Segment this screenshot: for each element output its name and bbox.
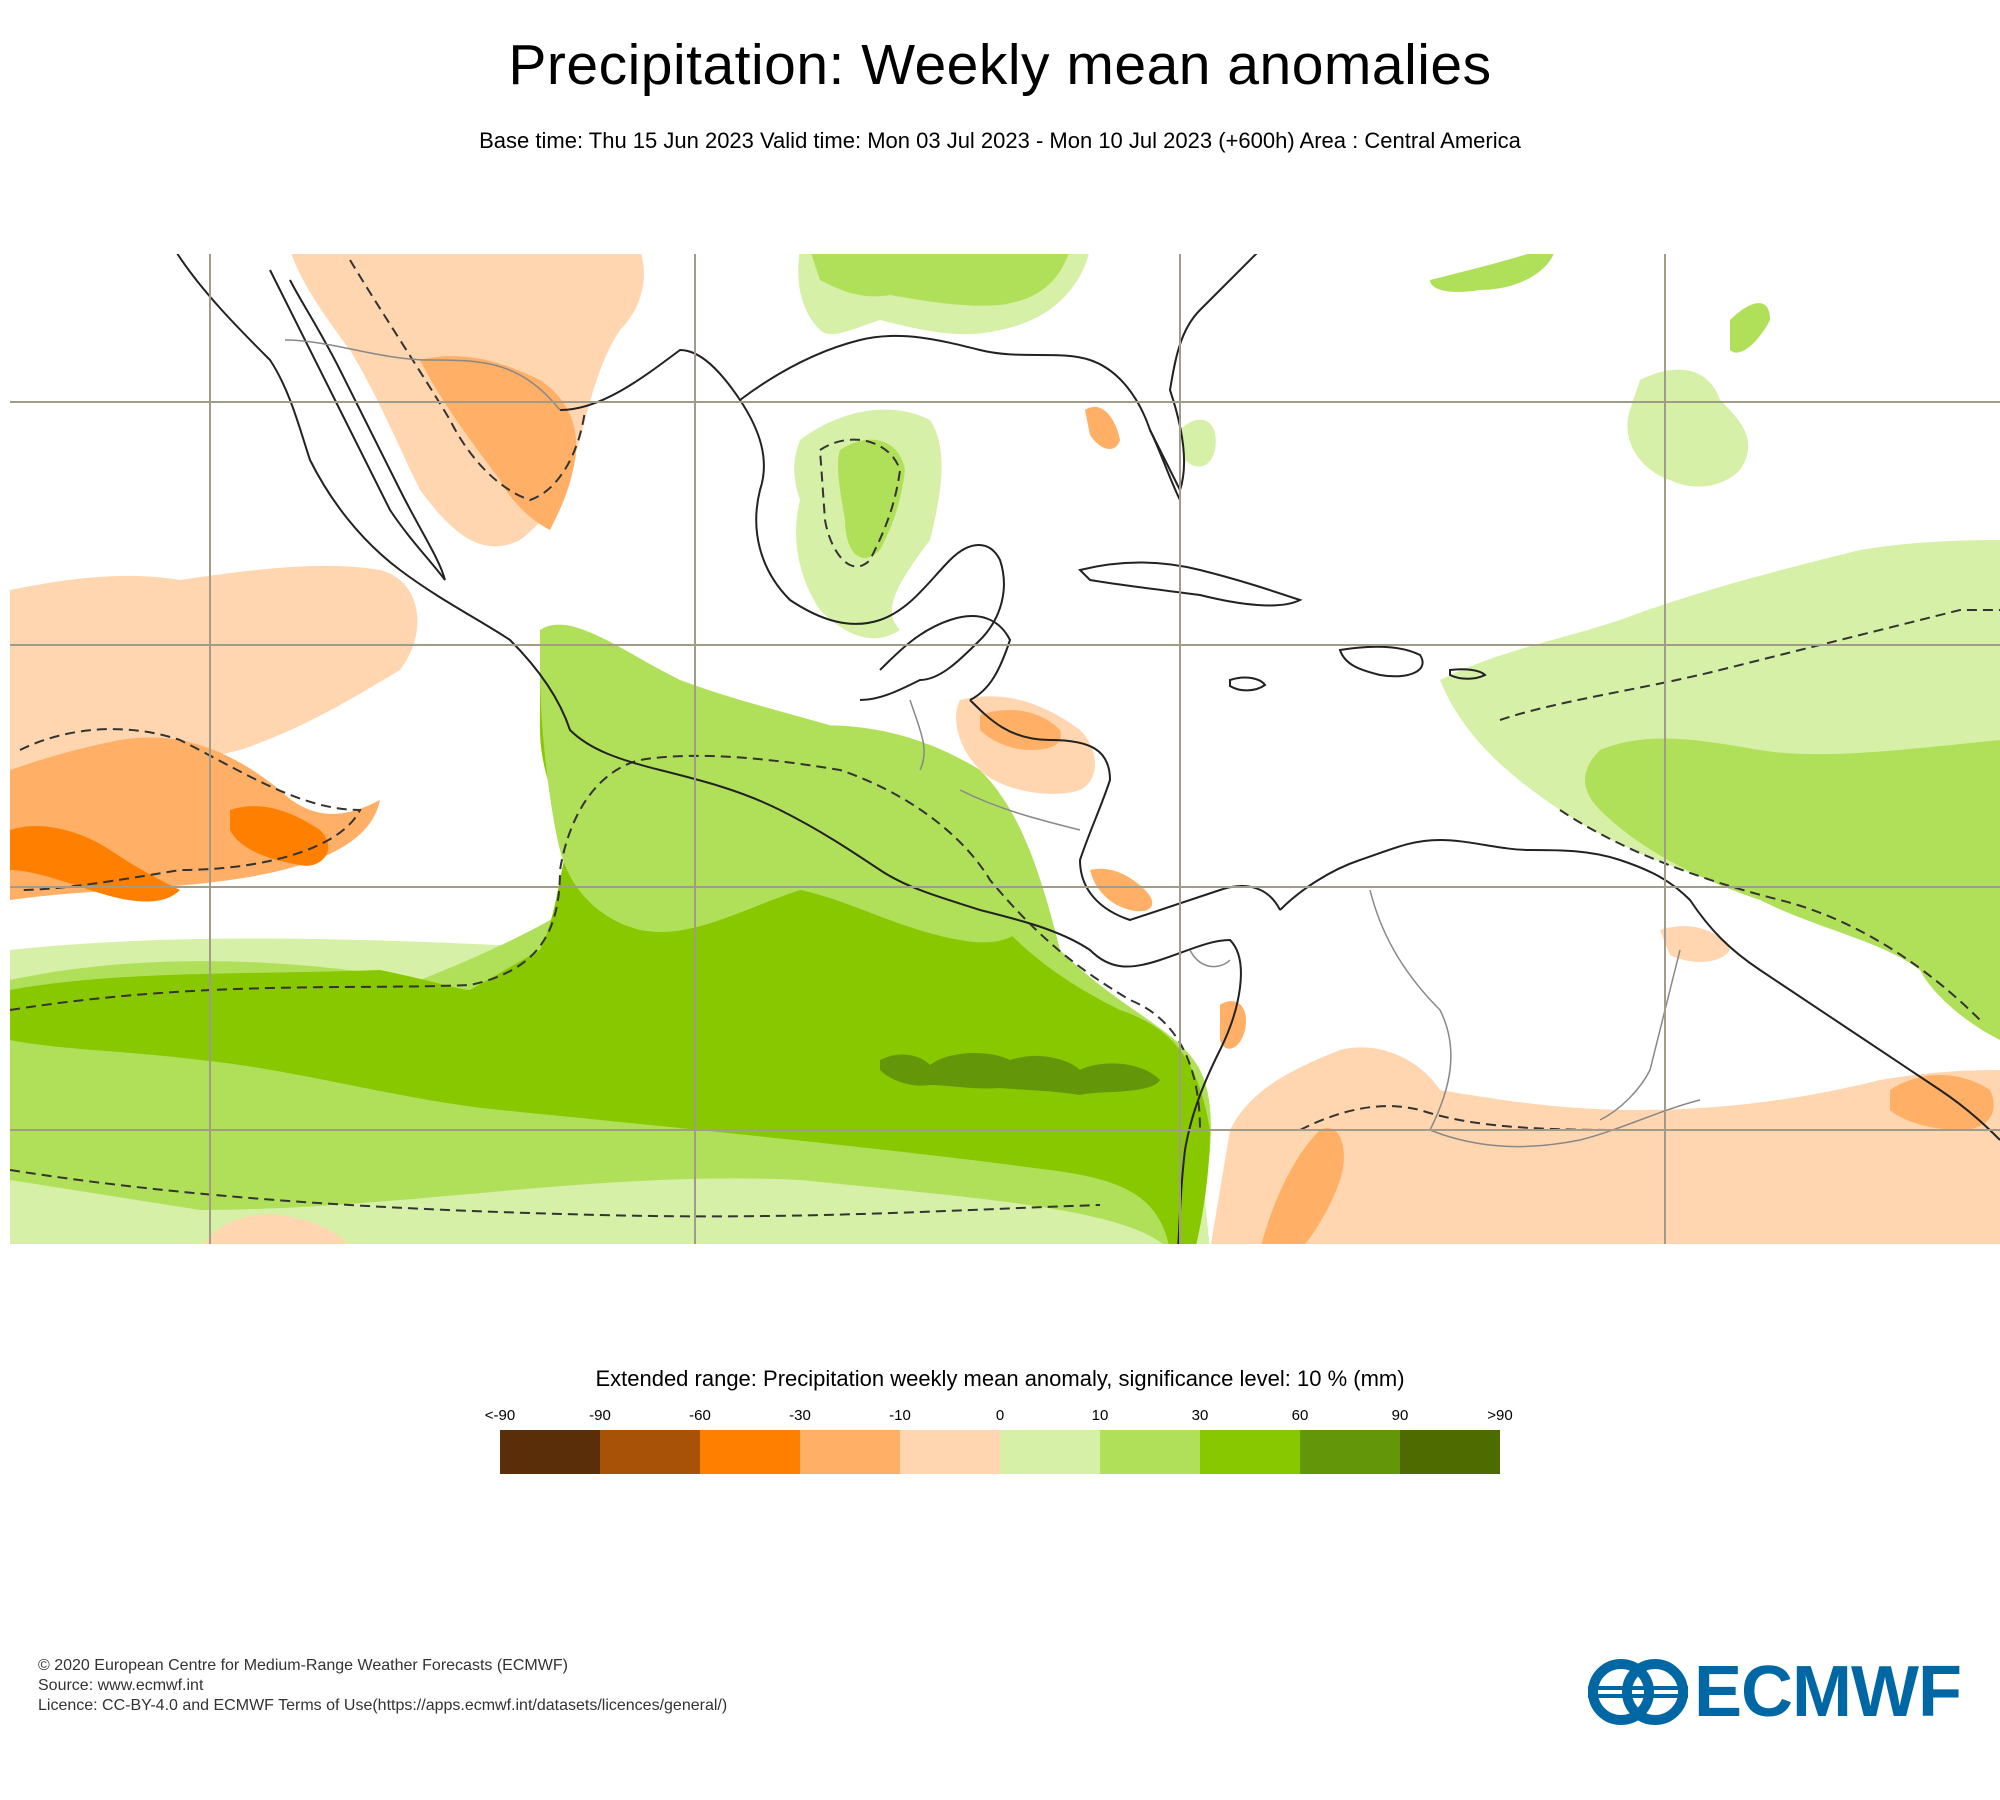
field-atlantic-medium-green [1585, 738, 2000, 1040]
field-florida-orange [1085, 406, 1120, 450]
coast-yucatan [879, 615, 1012, 701]
coast-florida [1149, 429, 1181, 501]
colorbar-swatch-5 [1000, 1430, 1100, 1474]
chart-title: Precipitation: Weekly mean anomalies [508, 33, 1492, 97]
chart-subtitle: Base time: Thu 15 Jun 2023 Valid time: M… [479, 128, 1521, 153]
colorbar-tick-label-8: 60 [1292, 1407, 1309, 1424]
colorbar-tick-label-4: -10 [889, 1407, 911, 1424]
coast-hispaniola [1338, 645, 1424, 678]
ecmwf-logo-text: ECMWF [1694, 1652, 1962, 1732]
field-atlantic-small-green [1730, 303, 1770, 353]
coast-us-gulf [739, 254, 1258, 493]
colorbar-tick-label-7: 30 [1192, 1407, 1209, 1424]
precipitation-anomaly-map [10, 254, 2000, 1244]
field-pacific-west-tan [10, 565, 418, 790]
colorbar-swatch-7 [1200, 1430, 1300, 1474]
coast-jamaica [1229, 676, 1267, 692]
field-deep-green-strip [880, 1053, 1160, 1095]
border-venezuela-guyana [1599, 949, 1681, 1121]
field-atlantic-mid-green-2 [1627, 369, 1749, 487]
contour-pacific-itcz [10, 754, 1201, 1131]
field-costarica-orange [1090, 868, 1153, 912]
colorbar-swatch-9 [1400, 1430, 1500, 1474]
contour-atlantic-lower [1559, 809, 1981, 1021]
colorbar-tick-label-9: 90 [1392, 1407, 1409, 1424]
field-us-medium [811, 254, 1069, 306]
border-guatemala [909, 699, 925, 771]
contour-pacific-south [10, 1169, 1101, 1218]
colorbar-tick-label-3: -30 [789, 1407, 811, 1424]
source-text: Source: www.ecmwf.int [38, 1677, 204, 1694]
licence-text: Licence: CC-BY-4.0 and ECMWF Terms of Us… [38, 1697, 728, 1714]
colorbar-tick-label-5: 0 [996, 1407, 1004, 1424]
contour-atlantic-east [1499, 609, 2000, 721]
contour-pacific-west [19, 728, 362, 891]
colorbar-swatch-8 [1300, 1430, 1400, 1474]
coast-baja [269, 269, 446, 581]
colorbar-tick-label-10: >90 [1487, 1407, 1512, 1424]
colorbar-swatch-6 [1100, 1430, 1200, 1474]
contour-gulf [818, 438, 902, 568]
country-borders [284, 339, 1701, 1148]
ecmwf-logo: ECMWF [1588, 1652, 1968, 1732]
copyright-text: © 2020 European Centre for Medium-Range … [38, 1657, 568, 1674]
colorbar: <-90 -90 -60 -30 -10 0 10 30 60 90 >90 [485, 1407, 1513, 1474]
border-brazil [1429, 1099, 1701, 1148]
colorbar-tick-label-1: -90 [589, 1407, 611, 1424]
coast-mexico-pacific [176, 254, 1242, 1244]
field-gulf-mexico-medium [837, 439, 905, 559]
colorbar-swatch-4 [900, 1430, 1000, 1474]
colorbar-swatch-1 [600, 1430, 700, 1474]
ecmwf-logo-mark [1588, 1659, 1688, 1725]
border-colombia-venezuela [1369, 889, 1452, 1131]
field-pacific-west-orange-2 [230, 806, 329, 866]
colorbar-swatch-3 [800, 1430, 900, 1474]
colorbar-swatch-0 [500, 1430, 600, 1474]
colorbar-tick-label-2: -60 [689, 1407, 711, 1424]
colorbar-tick-label-6: 10 [1092, 1407, 1109, 1424]
field-pacific-sw-tan [203, 1214, 348, 1244]
border-us-mexico [284, 339, 561, 411]
colorbar-tick-label-0: <-90 [485, 1407, 515, 1424]
anomaly-fields [10, 254, 2000, 1244]
field-bahamas-green [1180, 419, 1216, 467]
field-venezuela-orange [1660, 926, 1730, 962]
coast-ca-caribbean [969, 699, 1281, 922]
field-guiana-orange [1890, 1075, 1994, 1130]
border-honduras-nicaragua [959, 789, 1081, 831]
field-south-america-tan [1211, 1047, 2000, 1244]
footer: © 2020 European Centre for Medium-Range … [38, 1656, 727, 1716]
field-atlantic-ne-green [1430, 254, 1554, 292]
field-south-america-light-orange [1261, 1128, 1344, 1244]
coast-cuba [1078, 561, 1303, 607]
field-nw-mexico-orange [420, 356, 577, 530]
colorbar-swatch-2 [700, 1430, 800, 1474]
graticule [10, 254, 2000, 1244]
border-panama-colombia [1189, 949, 1231, 968]
legend-title: Extended range: Precipitation weekly mea… [595, 1366, 1405, 1391]
field-ca-coast-medium [540, 624, 1036, 943]
contour-nw-mexico [349, 259, 586, 502]
coast-puerto-rico [1449, 668, 1487, 680]
field-pacific-west-orange [10, 826, 180, 902]
